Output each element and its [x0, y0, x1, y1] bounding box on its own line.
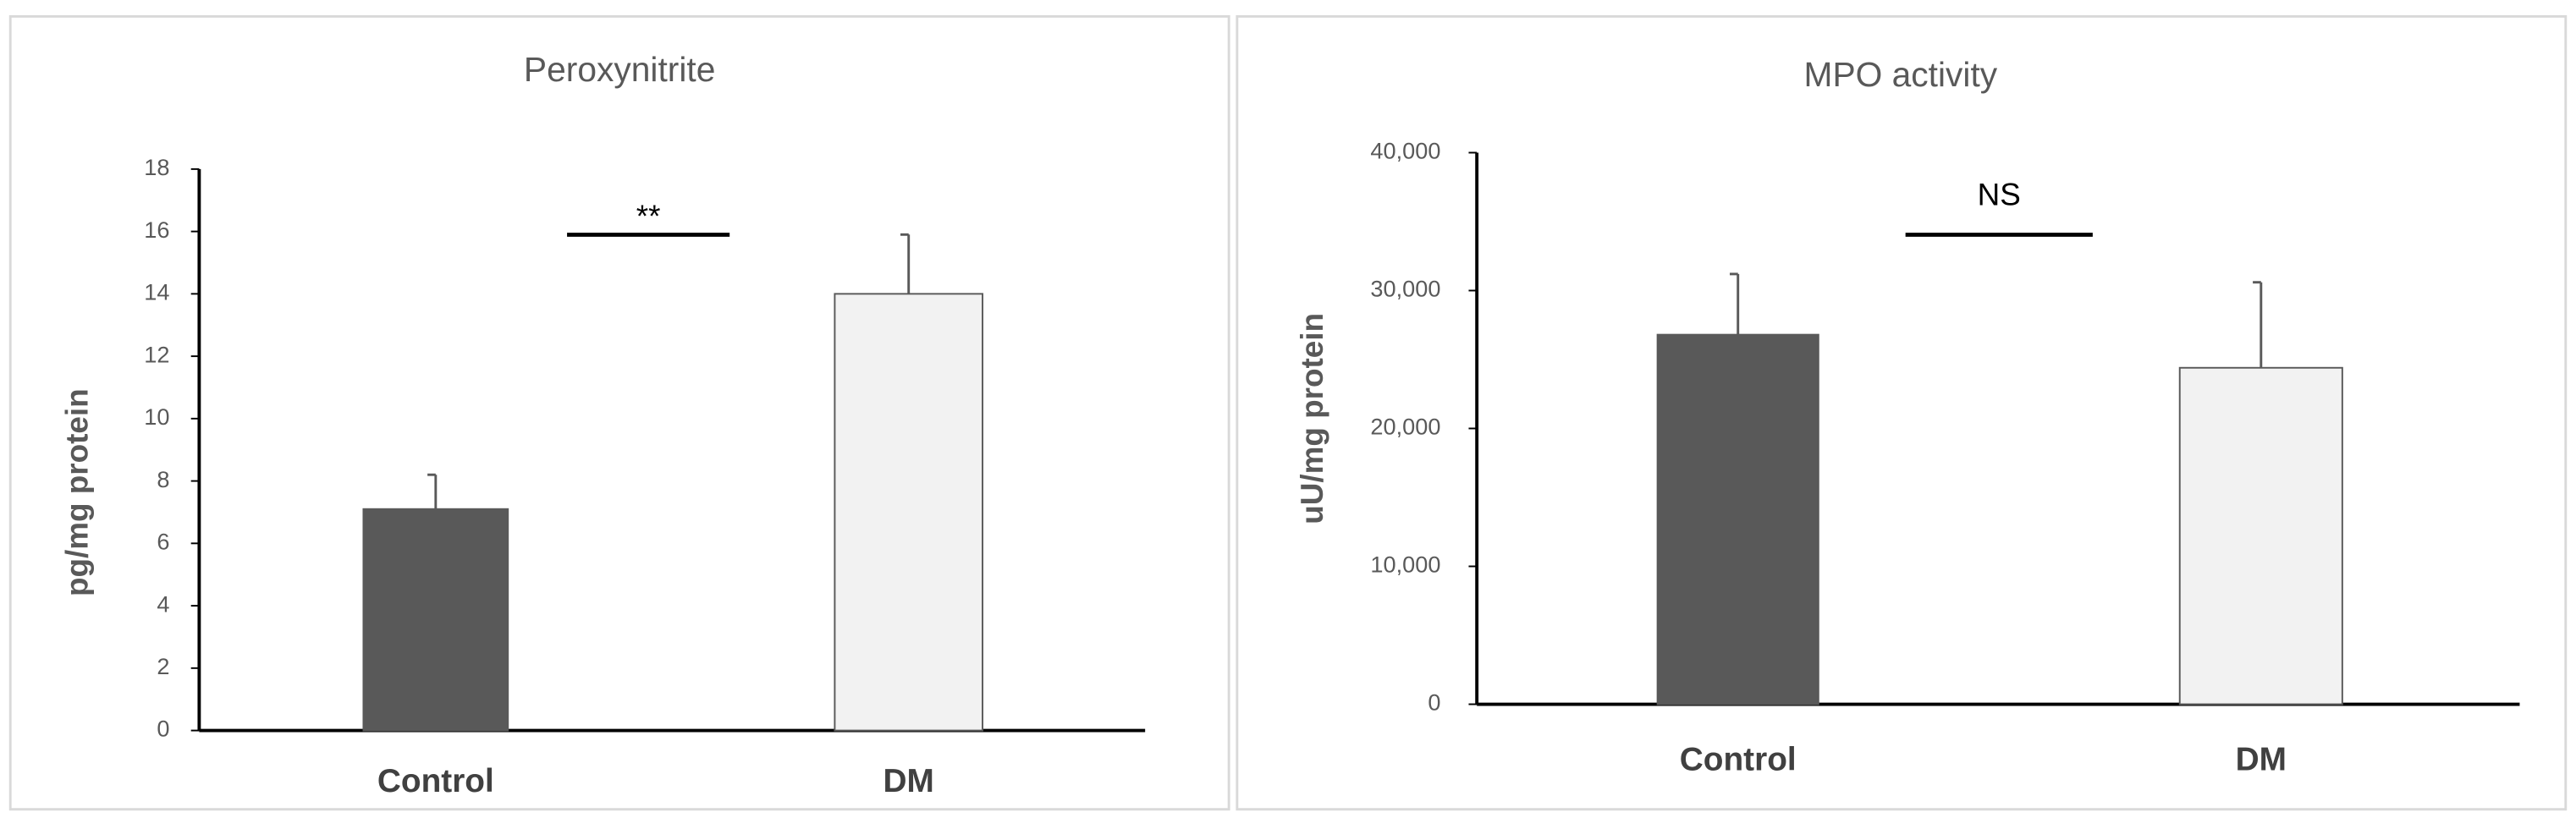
y-tick-label: 2	[157, 653, 169, 679]
y-tick-label: 4	[157, 590, 169, 617]
significance-label: **	[636, 199, 661, 233]
chart-title: MPO activity	[1803, 55, 1997, 94]
y-tick-label: 6	[157, 529, 169, 555]
bar	[834, 293, 984, 732]
y-tick-label: 10	[144, 404, 169, 430]
panel-frame	[1236, 14, 2568, 811]
x-tick-label: Control	[377, 763, 494, 799]
y-tick-label: 12	[144, 341, 169, 367]
y-tick-label: 40,000	[1370, 138, 1440, 164]
bar	[1656, 333, 1819, 705]
x-tick-label: DM	[883, 763, 934, 799]
y-axis-label: uU/mg protein	[1295, 313, 1329, 524]
y-tick-label: 8	[157, 466, 169, 492]
x-tick-label: Control	[1680, 742, 1797, 778]
panel-frame	[8, 14, 1230, 811]
y-tick-label: 0	[157, 716, 169, 742]
significance-label: NS	[1978, 178, 2021, 212]
y-tick-label: 10,000	[1370, 552, 1440, 578]
y-tick-label: 16	[144, 217, 169, 243]
bar	[2178, 366, 2343, 705]
y-axis-label: pg/mg protein	[59, 388, 94, 596]
y-tick-label: 30,000	[1370, 276, 1440, 302]
bar	[362, 508, 509, 732]
y-tick-label: 14	[144, 279, 169, 305]
y-tick-label: 0	[1428, 689, 1440, 716]
y-tick-label: 20,000	[1370, 414, 1440, 440]
y-tick-label: 18	[144, 154, 169, 180]
chart-title: Peroxynitrite	[524, 50, 715, 89]
x-tick-label: DM	[2236, 742, 2287, 778]
